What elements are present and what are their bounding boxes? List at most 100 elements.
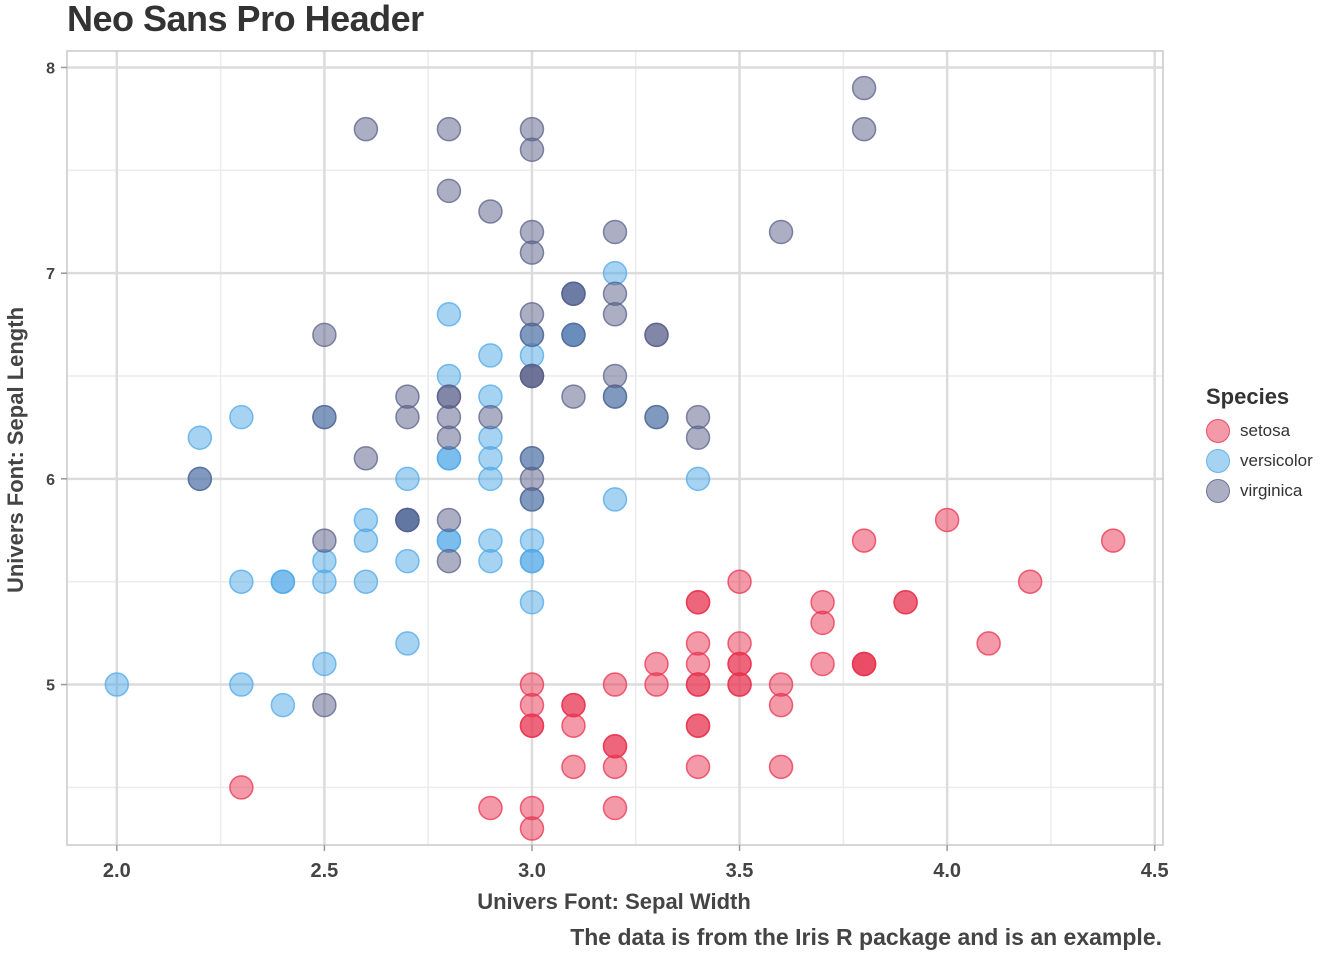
point-setosa bbox=[810, 651, 835, 677]
point-virginica bbox=[519, 466, 545, 492]
point-setosa bbox=[768, 754, 794, 780]
point-setosa bbox=[519, 713, 545, 738]
point-versicolor bbox=[602, 487, 628, 512]
point-setosa bbox=[893, 590, 918, 615]
axis-ticks: 2.0 2.5 3.0 3.5 4.0 4.5 5 6 7 8 bbox=[46, 60, 1169, 882]
point-virginica bbox=[851, 75, 877, 101]
point-virginica bbox=[519, 240, 545, 265]
point-versicolor bbox=[519, 343, 545, 368]
point-versicolor bbox=[229, 672, 254, 697]
point-virginica bbox=[436, 548, 462, 574]
legend-title: Species bbox=[1206, 384, 1290, 409]
point-virginica bbox=[519, 137, 545, 162]
point-virginica bbox=[478, 404, 503, 430]
point-setosa bbox=[519, 692, 545, 718]
point-virginica bbox=[519, 302, 545, 327]
point-setosa bbox=[976, 631, 1001, 656]
point-virginica bbox=[353, 446, 379, 471]
point-setosa bbox=[1017, 569, 1043, 594]
point-setosa bbox=[602, 734, 628, 759]
point-setosa bbox=[727, 631, 752, 656]
point-setosa bbox=[229, 775, 254, 800]
grid bbox=[67, 51, 1163, 845]
point-setosa bbox=[602, 795, 628, 821]
point-virginica bbox=[478, 199, 503, 224]
legend-label: virginica bbox=[1240, 481, 1303, 500]
point-setosa bbox=[519, 795, 545, 821]
point-versicolor bbox=[519, 528, 545, 553]
x-tick-label: 2.0 bbox=[103, 860, 131, 882]
point-virginica bbox=[436, 384, 462, 409]
point-versicolor bbox=[478, 466, 503, 492]
point-virginica bbox=[519, 363, 545, 389]
point-setosa bbox=[685, 672, 711, 697]
y-tick-label: 7 bbox=[46, 266, 55, 283]
point-setosa bbox=[768, 692, 794, 718]
y-tick-label: 8 bbox=[46, 60, 55, 77]
point-virginica bbox=[519, 487, 545, 512]
point-virginica bbox=[395, 384, 420, 409]
point-versicolor bbox=[478, 343, 503, 368]
point-versicolor bbox=[270, 692, 296, 718]
point-virginica bbox=[436, 178, 462, 204]
legend-item-setosa: setosa bbox=[1206, 416, 1313, 446]
point-virginica bbox=[685, 404, 711, 430]
point-virginica bbox=[644, 322, 669, 348]
point-virginica bbox=[395, 507, 420, 533]
point-versicolor bbox=[353, 569, 379, 594]
point-virginica bbox=[602, 363, 628, 389]
legend-item-virginica: virginica bbox=[1206, 476, 1313, 506]
point-versicolor bbox=[104, 672, 130, 697]
x-tick-label: 4.0 bbox=[933, 860, 961, 882]
point-setosa bbox=[644, 651, 669, 677]
point-virginica bbox=[685, 425, 711, 450]
point-setosa bbox=[602, 672, 628, 697]
legend-label: setosa bbox=[1240, 421, 1291, 440]
point-versicolor bbox=[270, 569, 296, 594]
point-versicolor bbox=[519, 590, 545, 615]
point-versicolor bbox=[602, 260, 628, 286]
plot-panel-border bbox=[66, 50, 1164, 846]
y-tick-label: 5 bbox=[46, 678, 55, 695]
point-versicolor bbox=[478, 446, 503, 471]
point-virginica bbox=[436, 507, 462, 533]
point-versicolor bbox=[312, 569, 337, 594]
point-virginica bbox=[602, 302, 628, 327]
point-setosa bbox=[851, 528, 877, 553]
point-virginica bbox=[353, 116, 379, 142]
x-tick-label: 3.5 bbox=[726, 860, 754, 882]
point-virginica bbox=[768, 219, 794, 245]
point-virginica bbox=[436, 425, 462, 450]
point-versicolor bbox=[353, 528, 379, 553]
legend: Species setosa versicolor virginica bbox=[1206, 384, 1313, 506]
point-setosa bbox=[685, 590, 711, 615]
point-versicolor bbox=[353, 507, 379, 533]
x-axis-label: Univers Font: Sepal Width bbox=[477, 889, 751, 914]
point-virginica bbox=[312, 404, 337, 430]
point-setosa bbox=[810, 610, 835, 636]
point-versicolor bbox=[519, 548, 545, 574]
point-virginica bbox=[644, 404, 669, 430]
point-versicolor bbox=[478, 548, 503, 574]
point-virginica bbox=[436, 116, 462, 142]
point-setosa bbox=[1100, 528, 1126, 553]
point-setosa bbox=[810, 590, 835, 615]
point-setosa bbox=[685, 713, 711, 738]
point-setosa bbox=[561, 754, 586, 780]
legend-key-setosa bbox=[1206, 419, 1230, 443]
point-setosa bbox=[727, 672, 752, 697]
point-setosa bbox=[519, 816, 545, 841]
point-versicolor bbox=[436, 446, 462, 471]
point-setosa bbox=[727, 569, 752, 594]
point-virginica bbox=[436, 404, 462, 430]
point-versicolor bbox=[478, 425, 503, 450]
point-virginica bbox=[312, 528, 337, 553]
point-setosa bbox=[727, 651, 752, 677]
data-points bbox=[104, 75, 1126, 841]
point-setosa bbox=[685, 631, 711, 656]
point-virginica bbox=[561, 281, 586, 306]
point-virginica bbox=[519, 322, 545, 348]
point-virginica bbox=[312, 692, 337, 718]
point-setosa bbox=[934, 507, 960, 533]
point-virginica bbox=[519, 446, 545, 471]
